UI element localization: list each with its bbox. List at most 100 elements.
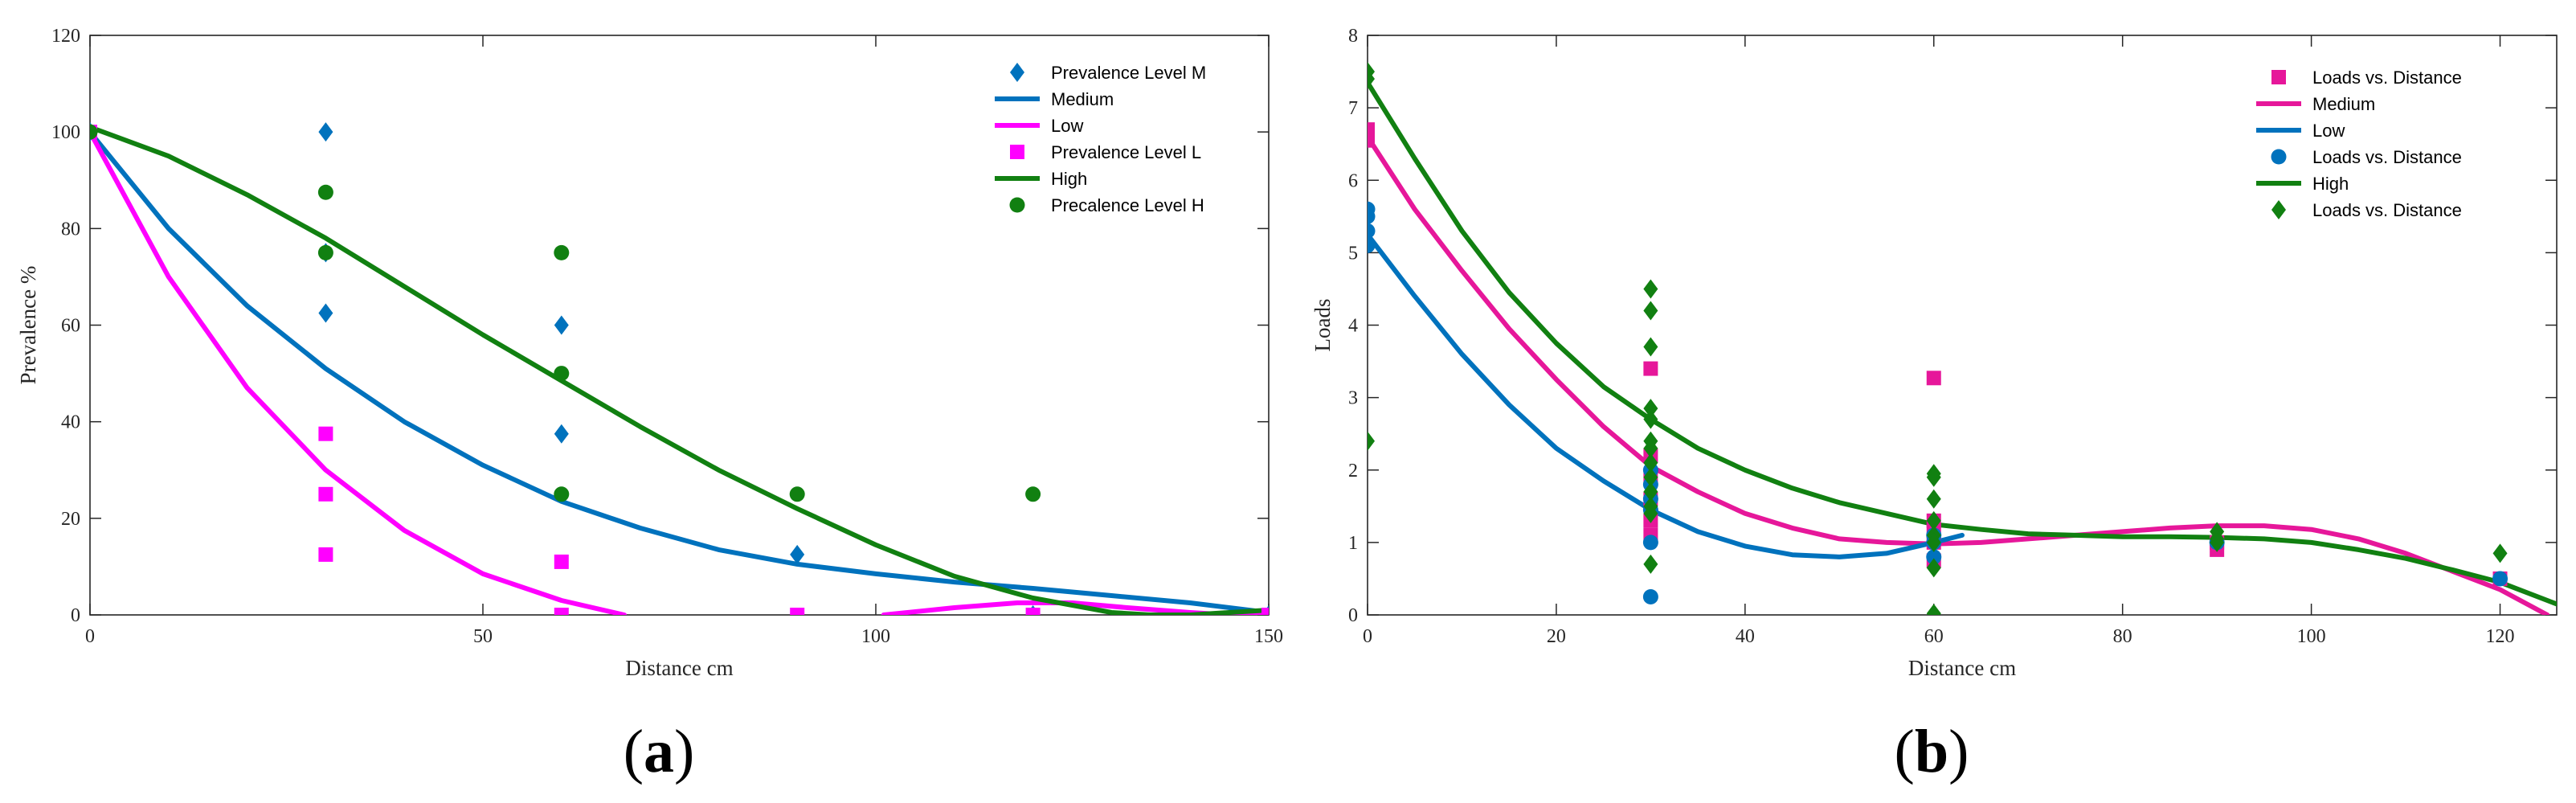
- data-point-circle: [789, 486, 805, 502]
- legend-entry-label: Loads vs. Distance: [2312, 200, 2462, 220]
- data-point-diamond: [1926, 604, 1941, 615]
- legend-entry-label: Medium: [2312, 94, 2375, 114]
- legend-entry-label: High: [2312, 174, 2349, 194]
- data-point-diamond: [1643, 301, 1658, 321]
- series-line-medium: [90, 129, 1269, 615]
- data-point-circle: [317, 244, 333, 260]
- x-tick-label: 0: [1363, 626, 1372, 647]
- data-point-square: [1368, 122, 1375, 137]
- x-tick-label: 50: [473, 626, 493, 647]
- y-tick-label: 5: [1348, 243, 1358, 264]
- data-point-square: [554, 554, 569, 569]
- series-line-medium: [1368, 134, 2550, 615]
- legend-marker-swatch: [1010, 63, 1024, 82]
- legend-entry-label: Low: [2312, 121, 2345, 141]
- chart-panel-b: 0 20 40 60 80 100 120 0 1 2 3 4 5 6 7 8 Distance cm Loads…: [1310, 26, 2558, 785]
- x-tick-label: 20: [1547, 626, 1566, 647]
- y-tick-label: 0: [71, 605, 80, 626]
- x-tick-label: 100: [861, 626, 890, 647]
- data-point-diamond: [1643, 399, 1658, 419]
- data-point-diamond: [1926, 558, 1941, 578]
- x-tick-label: 120: [2486, 626, 2515, 647]
- data-point-diamond: [554, 424, 569, 444]
- y-tick-label: 60: [61, 316, 80, 337]
- data-point-diamond: [1643, 554, 1658, 574]
- data-point-square: [790, 608, 805, 615]
- y-tick-label: 1: [1348, 533, 1358, 554]
- data-point-diamond: [1926, 489, 1941, 509]
- x-tick-label: 0: [85, 626, 95, 647]
- data-point-diamond: [1926, 510, 1941, 531]
- legend-marker-swatch: [1010, 145, 1024, 159]
- series-line-high: [90, 125, 1269, 615]
- data-point-diamond: [1643, 481, 1658, 502]
- y-tick-label: 4: [1348, 316, 1358, 337]
- chart-panel-a: 0 50 100 150 0 20 40 60 80 100 120 Distance cm Preva…: [16, 26, 1283, 785]
- data-point-circle: [554, 244, 570, 260]
- data-point-diamond: [1643, 453, 1658, 473]
- legend-entry-label: Loads vs. Distance: [2312, 68, 2462, 88]
- x-tick-label: 40: [1736, 626, 1755, 647]
- data-point-square: [1261, 608, 1269, 615]
- data-point-circle: [554, 366, 570, 382]
- legend-entry-label: High: [1051, 169, 1087, 189]
- y-tick-label: 7: [1348, 98, 1358, 119]
- data-point-circle: [1025, 486, 1041, 502]
- y-tick-label: 0: [1348, 605, 1358, 626]
- legend-entry-label: Medium: [1051, 89, 1114, 109]
- legend-marker-swatch: [2271, 200, 2286, 219]
- data-point-diamond: [1643, 438, 1658, 458]
- y-tick-label: 120: [51, 26, 80, 47]
- data-point-circle: [1368, 208, 1376, 224]
- data-point-diamond: [1643, 279, 1658, 299]
- data-point-diamond: [1926, 532, 1941, 552]
- y-tick-label: 80: [61, 219, 80, 240]
- data-point-square: [318, 486, 333, 502]
- legend-marker-swatch: [2271, 149, 2287, 165]
- data-point-diamond: [2210, 532, 2225, 552]
- data-point-circle: [1926, 549, 1942, 565]
- data-point-diamond: [1926, 467, 1941, 487]
- legend-marker-swatch: [1009, 197, 1025, 213]
- y-axis-label: Prevalence %: [16, 266, 40, 385]
- data-point-diamond: [554, 315, 569, 335]
- data-point-diamond: [1643, 409, 1658, 429]
- panel-label: (a): [624, 718, 695, 785]
- plot-area: [90, 122, 1269, 615]
- y-tick-label: 20: [61, 509, 80, 530]
- data-point-diamond: [318, 122, 333, 142]
- data-point-square: [318, 426, 333, 441]
- x-tick-label: 60: [1924, 626, 1944, 647]
- data-point-square: [1926, 371, 1941, 386]
- data-point-square: [1368, 133, 1375, 148]
- data-point-diamond: [1643, 503, 1658, 523]
- plot-area: [1368, 62, 2557, 615]
- x-axis-label: Distance cm: [625, 656, 733, 680]
- y-tick-label: 100: [51, 122, 80, 143]
- y-tick-label: 3: [1348, 388, 1358, 409]
- y-tick-label: 2: [1348, 461, 1358, 481]
- x-axis-label: Distance cm: [1908, 656, 2016, 680]
- data-point-circle: [1642, 588, 1658, 604]
- panel-label: (b): [1895, 718, 1969, 785]
- data-point-circle: [1642, 535, 1658, 551]
- data-point-circle: [317, 184, 333, 200]
- x-tick-label: 150: [1254, 626, 1283, 647]
- series-line-low: [90, 129, 627, 615]
- series-line-low: [1368, 231, 1965, 559]
- x-tick-label: 80: [2113, 626, 2132, 647]
- data-point-circle: [2492, 571, 2509, 587]
- x-tick-label: 100: [2297, 626, 2326, 647]
- y-tick-label: 8: [1348, 26, 1358, 47]
- data-point-circle: [554, 486, 570, 502]
- data-point-diamond: [2492, 543, 2508, 563]
- legend-entry-label: Prevalence Level M: [1051, 63, 1206, 83]
- legend-marker-swatch: [2271, 70, 2286, 84]
- y-axis-label: Loads: [1310, 299, 1335, 352]
- plot-frame: [89, 35, 1270, 616]
- data-point-diamond: [1368, 431, 1375, 451]
- y-tick-label: 6: [1348, 170, 1358, 191]
- legend-entry-label: Precalence Level H: [1051, 195, 1204, 215]
- data-point-diamond: [790, 544, 805, 564]
